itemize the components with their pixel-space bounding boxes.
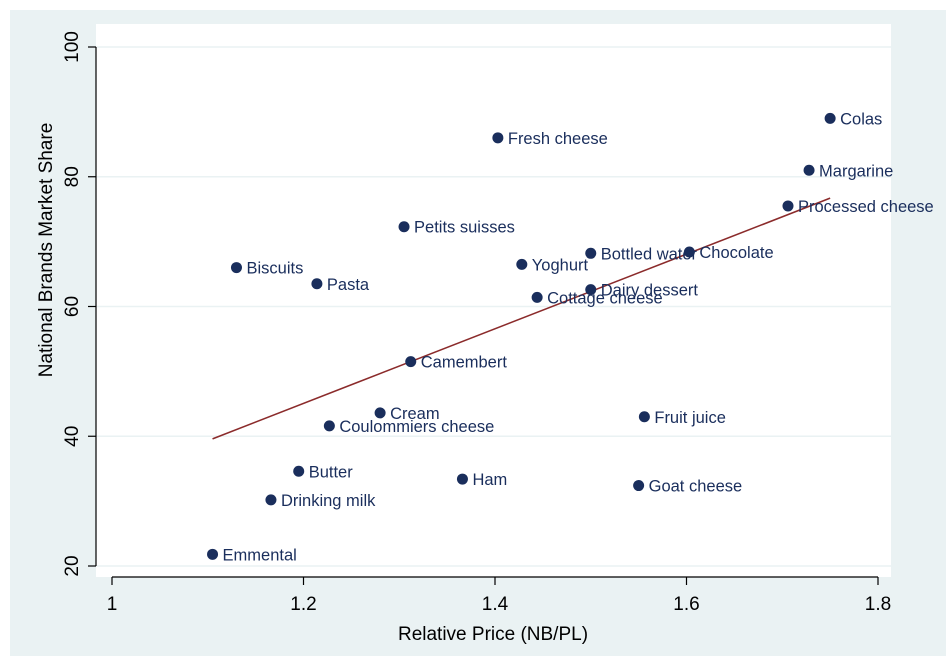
data-point [374,407,386,419]
data-point [405,356,417,368]
data-point-label: Camembert [421,354,508,372]
y-tick-label: 80 [62,166,83,187]
data-point-label: Colas [840,110,882,128]
x-tick-label: 1.8 [865,594,891,615]
data-point-label: Cottage cheese [547,289,663,307]
data-point-label: Goat cheese [649,478,743,496]
data-point [293,465,305,477]
data-points: Colas Fresh cheese Margarine Processed chee… [207,110,934,564]
x-axis-ticks: 1 1.2 1.4 1.6 1.8 [107,577,891,615]
data-point-label: Ham [472,471,507,489]
fitted-line [212,197,831,440]
data-point [207,548,219,560]
data-point-label: Chocolate [699,244,773,262]
data-point [803,164,815,176]
plot-area [96,24,891,577]
data-point [824,112,836,124]
data-point [516,258,528,270]
data-point [492,132,504,144]
data-point [683,246,695,258]
data-point-label: Emmental [223,546,297,564]
gridlines [96,46,891,567]
y-tick-label: 60 [62,296,83,317]
y-axis-title: National Brands Market Share [36,123,57,378]
data-point-label: Fruit juice [654,409,726,427]
data-point [311,278,323,290]
data-point-label: Biscuits [246,260,303,278]
y-tick-label: 40 [62,426,83,447]
data-point [230,262,242,274]
x-tick-label: 1 [107,594,118,615]
x-tick-label: 1.2 [290,594,316,615]
x-axis-title: Relative Price (NB/PL) [398,624,588,645]
y-axis-ticks: 20 40 60 80 100 [62,31,96,577]
data-point-label: Coulommiers cheese [339,418,494,436]
data-point-label: Processed cheese [798,198,934,216]
data-point [782,200,794,212]
y-tick-label: 100 [62,31,83,63]
data-point-label: Dairy dessert [601,282,699,300]
data-point-label: Fresh cheese [508,130,608,148]
y-tick-label: 20 [62,555,83,576]
data-point [398,221,410,233]
data-point-label: Margarine [819,162,893,180]
data-point-label: Butter [309,463,354,481]
data-point-label: Pasta [327,276,370,294]
data-point [638,411,650,423]
data-point-label: Bottled water [601,245,698,263]
data-point [265,494,277,506]
data-point [633,480,645,492]
x-tick-label: 1.4 [482,594,509,615]
data-point [585,247,597,259]
data-point-label: Petits suisses [414,219,515,237]
data-point-label: Yoghurt [532,256,589,274]
data-point-label: Drinking milk [281,492,376,510]
data-point [323,420,335,432]
data-point [531,291,543,303]
data-point [456,473,468,485]
x-tick-label: 1.6 [673,594,699,615]
data-point [585,284,597,296]
data-point-label: Cream [390,405,440,423]
